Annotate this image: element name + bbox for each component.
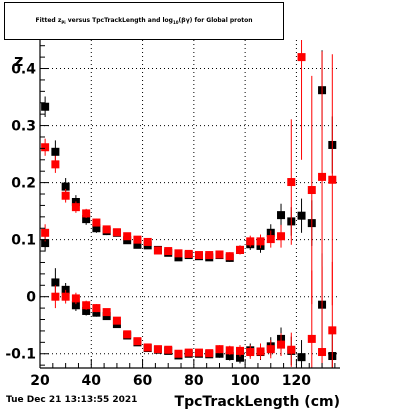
data-point bbox=[194, 348, 203, 357]
grid-layer bbox=[39, 40, 340, 368]
data-point bbox=[225, 352, 234, 361]
chart-title-box: Fitted zPi versus TpcTrackLength and log… bbox=[4, 2, 284, 40]
data-point bbox=[328, 175, 337, 184]
data-point bbox=[266, 345, 275, 354]
data-point bbox=[277, 211, 286, 220]
data-point bbox=[164, 247, 173, 256]
data-point bbox=[236, 245, 244, 254]
x-tick-label: 100 bbox=[231, 373, 260, 389]
data-point bbox=[215, 345, 224, 354]
axes-layer: 20 40 60 80 100 120 -0.1 0 0.1 0.2 0.3 0.4 bbox=[5, 40, 340, 389]
data-point bbox=[256, 347, 265, 356]
y-tick-label: -0.1 bbox=[5, 347, 36, 363]
data-point bbox=[61, 292, 70, 301]
data-point bbox=[92, 308, 101, 317]
data-point bbox=[61, 191, 70, 200]
data-point bbox=[287, 178, 296, 187]
data-point bbox=[297, 353, 306, 362]
data-point bbox=[92, 224, 101, 233]
data-point bbox=[328, 326, 337, 335]
x-axis-label: TpcTrackLength (cm) bbox=[175, 394, 340, 409]
data-point bbox=[174, 249, 183, 258]
data-point bbox=[41, 143, 50, 152]
data-point bbox=[82, 306, 91, 315]
data-point bbox=[184, 348, 193, 357]
data-point bbox=[143, 237, 152, 246]
x-tick-label: 60 bbox=[133, 373, 153, 389]
data-point bbox=[246, 348, 255, 357]
data-point bbox=[41, 228, 50, 237]
data-point bbox=[318, 172, 327, 181]
data-point bbox=[112, 316, 121, 325]
data-point bbox=[102, 308, 111, 317]
data-point bbox=[307, 186, 316, 195]
data-point bbox=[143, 343, 152, 352]
data-point bbox=[82, 301, 91, 310]
data-point bbox=[236, 353, 244, 362]
data-point bbox=[133, 235, 142, 244]
data-point bbox=[215, 250, 224, 259]
data-point bbox=[51, 147, 60, 156]
y-tick-label: 0.3 bbox=[11, 119, 36, 135]
data-point bbox=[82, 209, 91, 218]
chart-title: Fitted zPi versus TpcTrackLength and log… bbox=[35, 17, 253, 25]
data-point bbox=[174, 349, 183, 358]
data-point bbox=[236, 346, 244, 355]
data-point bbox=[297, 211, 306, 220]
data-point bbox=[102, 225, 111, 234]
data-point bbox=[133, 337, 142, 346]
y-tick-label: 0.1 bbox=[11, 233, 36, 249]
x-tick-label: 120 bbox=[282, 373, 311, 389]
data-point bbox=[277, 340, 286, 349]
data-point bbox=[225, 252, 234, 261]
data-point bbox=[194, 251, 203, 260]
data-point bbox=[256, 237, 265, 246]
x-tick-label: 40 bbox=[82, 373, 102, 389]
data-point bbox=[277, 232, 286, 241]
data-point bbox=[287, 345, 296, 354]
x-tick-label: 80 bbox=[184, 373, 204, 389]
marks-layer bbox=[41, 40, 337, 368]
data-point bbox=[246, 237, 255, 246]
data-point bbox=[215, 349, 224, 358]
data-point bbox=[225, 346, 234, 355]
y-tick-label: 0 bbox=[26, 290, 36, 306]
data-point bbox=[92, 304, 101, 313]
data-point bbox=[82, 215, 91, 224]
data-point bbox=[307, 334, 316, 343]
data-point bbox=[123, 330, 132, 339]
data-point bbox=[164, 345, 173, 354]
data-point bbox=[92, 218, 101, 227]
y-axis-label: z bbox=[14, 51, 23, 70]
data-point bbox=[153, 246, 162, 255]
data-point bbox=[51, 160, 60, 169]
data-point bbox=[71, 203, 80, 212]
data-point bbox=[61, 182, 70, 191]
data-point bbox=[41, 102, 50, 111]
data-point bbox=[205, 251, 214, 260]
data-point bbox=[71, 301, 80, 310]
data-point bbox=[266, 235, 275, 244]
data-point bbox=[112, 228, 121, 237]
data-point bbox=[71, 294, 80, 303]
data-point bbox=[205, 349, 214, 358]
x-tick-label: 20 bbox=[30, 373, 50, 389]
data-point bbox=[184, 249, 193, 258]
data-point bbox=[153, 345, 162, 354]
data-point bbox=[318, 348, 327, 357]
y-tick-label: 0.2 bbox=[11, 176, 36, 192]
data-point bbox=[133, 240, 142, 249]
data-point bbox=[51, 278, 60, 287]
data-point bbox=[297, 53, 306, 62]
y-tick-label: 0.4 bbox=[11, 62, 36, 78]
data-point bbox=[51, 292, 60, 301]
data-point bbox=[41, 239, 50, 248]
timestamp-label: Tue Dec 21 13:13:55 2021 bbox=[6, 395, 138, 405]
data-point bbox=[123, 232, 132, 241]
